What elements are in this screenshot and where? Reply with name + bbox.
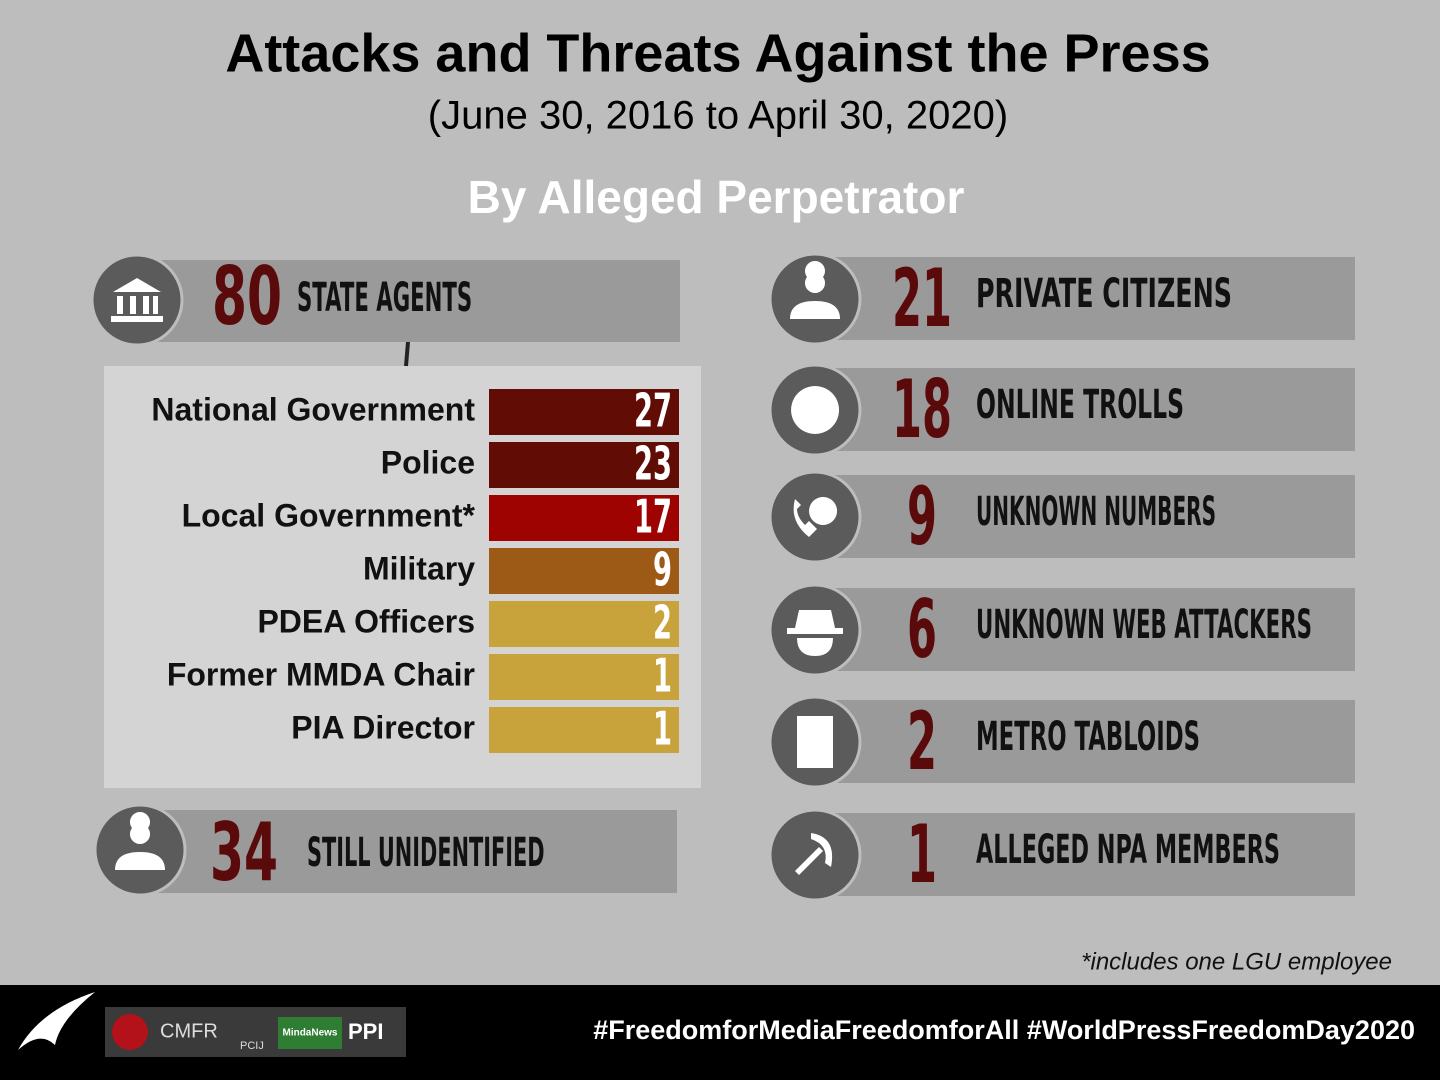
hashtags: #FreedomforMediaFreedomforAll #WorldPres…: [593, 1015, 1415, 1045]
banner: [830, 700, 1355, 783]
logo-bird: [18, 992, 95, 1050]
breakdown-bar: [489, 707, 679, 753]
icon-shape: [793, 497, 838, 537]
icon-circle: [93, 803, 187, 897]
breakdown-count: 9: [653, 543, 672, 597]
breakdown-bar: [489, 601, 679, 647]
breakdown-count: 1: [653, 649, 672, 703]
banner: [830, 368, 1355, 451]
category-label: METRO TABLOIDS: [976, 714, 1200, 760]
logo-text: PPI: [348, 1019, 383, 1044]
icon-news: [797, 716, 833, 768]
breakdown-count: 27: [634, 384, 672, 438]
connector: [404, 341, 410, 367]
icon-shape: [797, 716, 833, 768]
icon-troll: [791, 386, 840, 434]
breakdown-label: Former MMDA Chair: [167, 656, 475, 692]
icon-person: [790, 261, 840, 319]
icon-hammer: [795, 833, 833, 875]
category-label: STATE AGENTS: [297, 275, 472, 321]
category-label: ONLINE TROLLS: [976, 382, 1184, 428]
section-title: By Alleged Perpetrator: [468, 171, 965, 223]
logo-box: [278, 1017, 342, 1049]
banner: [150, 810, 677, 893]
footnote: *includes one LGU employee: [1081, 948, 1392, 975]
banner: [830, 475, 1355, 558]
count: 80: [212, 250, 282, 343]
breakdown-bar: [489, 495, 679, 541]
icon-circle: [768, 252, 862, 346]
logo-text: MindaNews: [282, 1028, 337, 1039]
breakdown-bar: [489, 548, 679, 594]
icon-circle: [90, 253, 184, 347]
count: 2: [907, 695, 937, 788]
subtitle: (June 30, 2016 to April 30, 2020): [428, 94, 1008, 138]
breakdown-label: PIA Director: [291, 709, 475, 745]
breakdown-label: Police: [381, 444, 475, 480]
breakdown-label: PDEA Officers: [257, 603, 475, 639]
icon-person: [115, 812, 165, 870]
breakdown-label: National Government: [151, 391, 475, 427]
breakdown-bar: [489, 389, 679, 435]
breakdown-bar: [489, 654, 679, 700]
breakdown-label: Local Government*: [182, 497, 476, 533]
logo-strip: [105, 1007, 406, 1057]
icon-phone: [793, 497, 838, 537]
breakdown-count: 17: [634, 490, 672, 544]
icon-shape: [787, 610, 843, 656]
category-label: STILL UNIDENTIFIED: [307, 830, 545, 876]
icon-shape: [791, 386, 840, 434]
category-label: PRIVATE CITIZENS: [976, 271, 1232, 317]
breakdown-count: 2: [653, 596, 672, 650]
banner: [150, 260, 680, 342]
category-label: ALLEGED NPA MEMBERS: [976, 827, 1280, 873]
icon-shape: [111, 278, 163, 322]
icon-shape: [795, 833, 833, 875]
breakdown-label: Military: [363, 550, 475, 586]
logo-seal: [112, 1014, 148, 1050]
breakdown-count: 23: [634, 437, 672, 491]
icon-spy: [787, 610, 843, 656]
logo-text: PCIJ: [240, 1040, 264, 1052]
banner: [830, 588, 1355, 671]
count: 21: [892, 252, 952, 345]
title: Attacks and Threats Against the Press: [225, 23, 1210, 83]
banner: [830, 813, 1355, 896]
count: 34: [210, 806, 278, 899]
banner: [830, 257, 1355, 340]
icon-building: [111, 278, 163, 322]
count: 6: [907, 583, 937, 676]
logo-text: CMFR: [160, 1020, 218, 1042]
count: 18: [892, 363, 952, 456]
count: 9: [907, 470, 937, 563]
count: 1: [907, 808, 937, 901]
icon-shape: [790, 261, 840, 319]
breakdown-bar: [489, 442, 679, 488]
breakdown-count: 1: [653, 702, 672, 756]
icon-shape: [115, 812, 165, 870]
category-label: UNKNOWN NUMBERS: [976, 489, 1216, 535]
category-label: UNKNOWN WEB ATTACKERS: [976, 602, 1312, 648]
